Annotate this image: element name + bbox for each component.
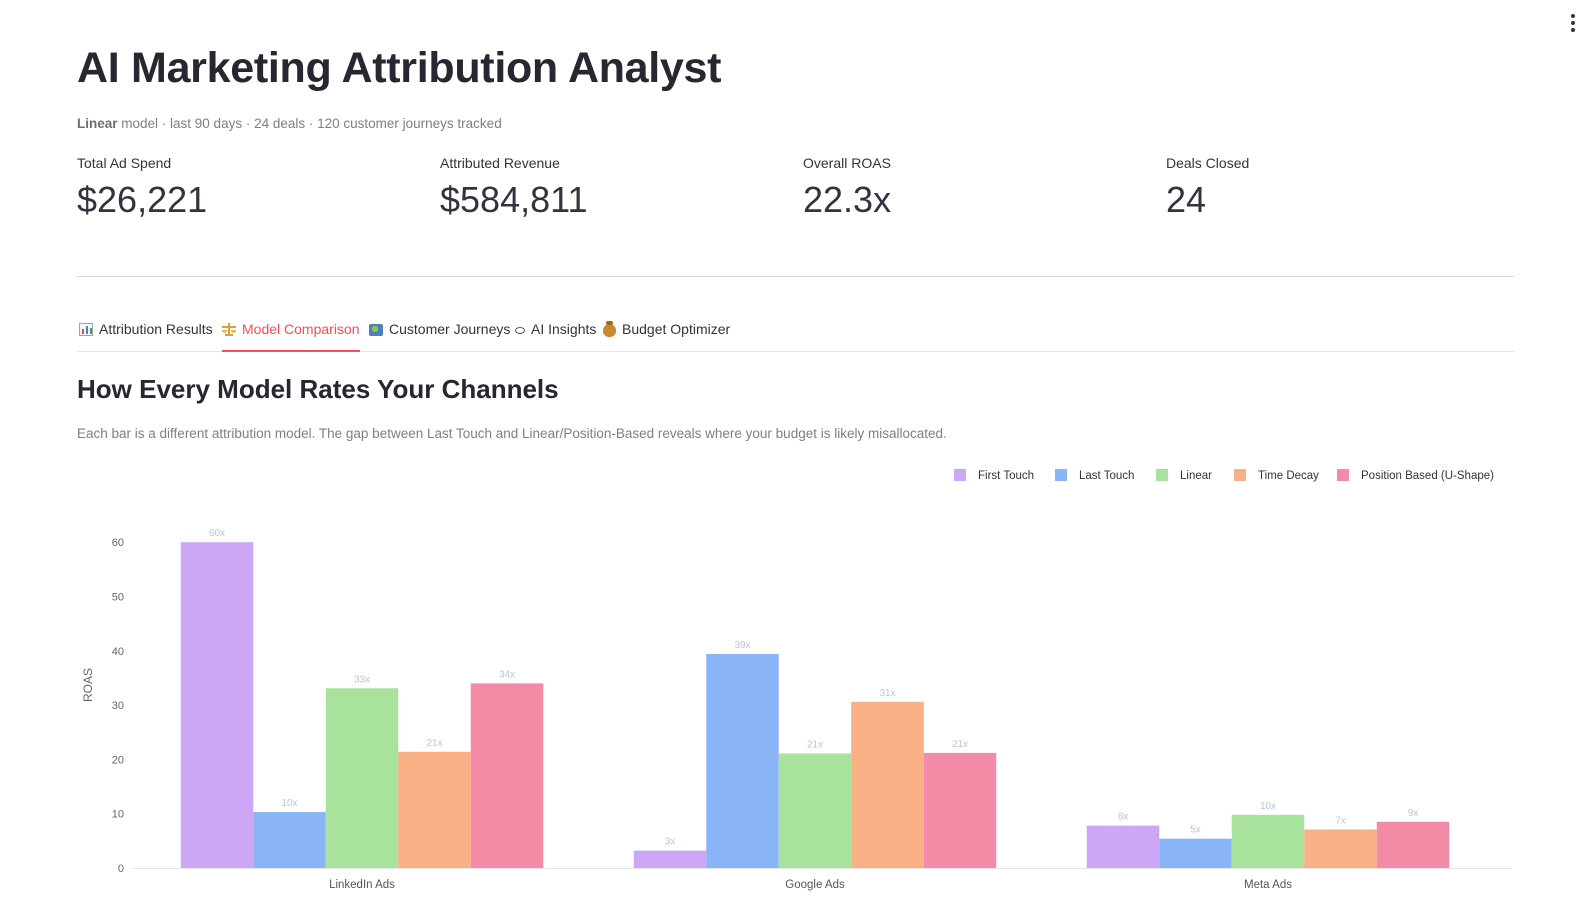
y-tick-label: 0 <box>118 863 124 875</box>
metric-value: 24 <box>1166 179 1207 220</box>
menu-dot <box>1571 14 1575 18</box>
tab-model-comparison[interactable]: Model Comparison <box>222 315 360 352</box>
bar <box>633 850 707 868</box>
bar-value-label: 39x <box>734 640 750 651</box>
bar-value-label: 31x <box>879 688 895 699</box>
subtitle-details: model · last 90 days · 24 deals · 120 cu… <box>117 116 502 131</box>
bar <box>1159 838 1232 868</box>
tab-label: Model Comparison <box>242 321 360 337</box>
bar-chart-icon <box>79 323 93 336</box>
bar-value-label: 10x <box>281 798 297 809</box>
tab-bar: Attribution Results Model Comparison Cus… <box>77 315 1514 352</box>
scales-icon <box>222 323 236 336</box>
metric-label: Total Ad Spend <box>77 155 172 171</box>
bar <box>1376 821 1450 868</box>
y-tick-label: 60 <box>112 537 124 549</box>
bar-value-label: 10x <box>1260 801 1276 812</box>
tab-ai-insights[interactable]: AI Insights <box>515 315 596 352</box>
legend-swatch <box>1337 469 1349 481</box>
metric-attributed-revenue: Attributed Revenue $584,811 <box>440 155 587 221</box>
bar-value-label: 7x <box>1335 815 1346 826</box>
legend-swatch <box>1055 469 1067 481</box>
metric-label: Attributed Revenue <box>440 155 560 171</box>
tab-label: AI Insights <box>531 321 597 337</box>
bar <box>398 751 471 868</box>
y-tick-label: 10 <box>112 809 124 821</box>
y-tick-label: 20 <box>112 754 124 766</box>
metric-overall-roas: Overall ROAS 22.3x <box>803 155 891 221</box>
tab-budget-optimizer[interactable]: Budget Optimizer <box>603 315 730 352</box>
section-description: Each bar is a different attribution mode… <box>77 426 947 441</box>
legend-label: Linear <box>1180 470 1212 482</box>
bar-value-label: 3x <box>665 837 676 848</box>
bar <box>1304 829 1377 868</box>
metric-label: Overall ROAS <box>803 155 891 171</box>
bar <box>325 688 399 868</box>
bar <box>470 683 544 868</box>
map-icon <box>369 324 383 336</box>
money-bag-icon <box>603 321 616 337</box>
legend-swatch <box>1156 469 1168 481</box>
page-subtitle: Linear model · last 90 days · 24 deals ·… <box>77 116 502 131</box>
bar-value-label: 33x <box>354 674 370 685</box>
metric-label: Deals Closed <box>1166 155 1250 171</box>
roas-bar-chart: 0 10 20 30 40 50 60 ROAS 60x 10x 33x 21x 34x LinkedIn… <box>81 469 1512 891</box>
legend-swatch <box>1234 469 1246 481</box>
metric-value: $26,221 <box>77 179 208 220</box>
x-tick-label: Google Ads <box>785 879 845 891</box>
bar-value-label: 5x <box>1190 825 1201 836</box>
bar-value-label: 21x <box>952 739 968 750</box>
tab-label: Attribution Results <box>99 321 213 337</box>
metric-total-ad-spend: Total Ad Spend $26,221 <box>77 155 207 221</box>
tab-label: Budget Optimizer <box>622 321 731 337</box>
main-menu-button[interactable] <box>1565 12 1581 34</box>
metric-value: $584,811 <box>440 179 588 220</box>
bar <box>706 654 779 868</box>
bar-value-label: 60x <box>209 528 225 539</box>
subtitle-model: Linear <box>77 116 118 131</box>
section-title: How Every Model Rates Your Channels <box>77 374 559 404</box>
menu-dot <box>1571 28 1575 32</box>
bar <box>923 752 997 868</box>
bar-value-label: 8x <box>1118 812 1129 823</box>
bar-value-label: 21x <box>426 738 442 749</box>
section-divider <box>77 276 1514 277</box>
y-tick-label: 30 <box>112 700 124 712</box>
bar <box>180 542 254 868</box>
legend-swatch <box>954 469 966 481</box>
x-tick-label: LinkedIn Ads <box>329 879 395 891</box>
legend-label: First Touch <box>978 470 1034 482</box>
bar <box>253 812 326 868</box>
metric-value: 22.3x <box>803 179 892 220</box>
legend-label: Time Decay <box>1258 470 1319 482</box>
page-title: AI Marketing Attribution Analyst <box>77 44 722 92</box>
bar-value-label: 9x <box>1408 808 1419 819</box>
bar <box>851 701 924 868</box>
y-tick-label: 50 <box>112 592 124 604</box>
tab-customer-journeys[interactable]: Customer Journeys <box>369 315 510 352</box>
legend-label: Last Touch <box>1079 470 1134 482</box>
legend-label: Position Based (U-Shape) <box>1361 470 1494 482</box>
y-axis-title: ROAS <box>81 668 95 702</box>
y-tick-label: 40 <box>112 646 124 658</box>
bar <box>1086 825 1160 868</box>
bar-value-label: 34x <box>499 669 515 680</box>
bar-value-label: 21x <box>807 739 823 750</box>
eye-icon <box>515 327 525 334</box>
tab-label: Customer Journeys <box>389 321 511 337</box>
x-tick-label: Meta Ads <box>1244 879 1292 891</box>
metric-deals-closed: Deals Closed 24 <box>1166 155 1249 221</box>
menu-dot <box>1571 21 1575 25</box>
bar <box>1231 814 1305 868</box>
bar <box>778 753 852 868</box>
tab-attribution-results[interactable]: Attribution Results <box>79 315 213 352</box>
